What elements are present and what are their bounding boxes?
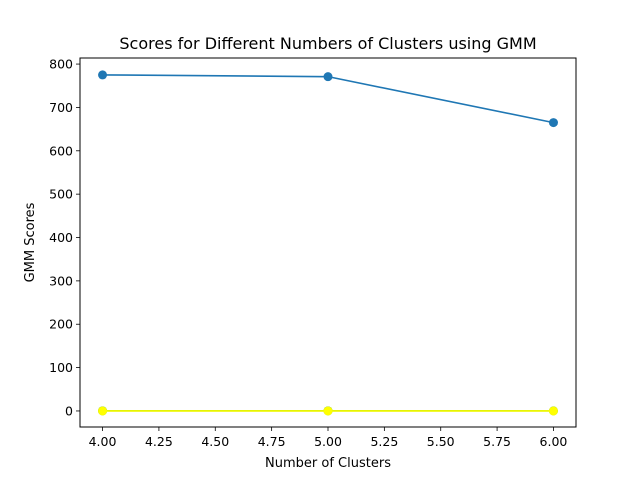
series-3-point <box>548 406 558 416</box>
y-tick-label: 400 <box>49 230 73 245</box>
chart-title: Scores for Different Numbers of Clusters… <box>119 34 536 53</box>
x-tick-label: 5.25 <box>370 434 398 449</box>
plot-frame <box>79 57 577 428</box>
x-tick-label: 4.25 <box>145 434 173 449</box>
y-tick-label: 600 <box>49 143 73 158</box>
x-tick-label: 4.00 <box>89 434 117 449</box>
series-3-point <box>98 406 108 416</box>
series-1-point <box>98 70 108 80</box>
x-ticks: 4.00 4.25 4.50 4.75 5.00 5.25 5.50 5.75 6.00 <box>89 427 568 449</box>
y-tick-label: 0 <box>65 403 73 418</box>
y-axis-label: GMM Scores <box>23 202 38 282</box>
x-axis-label: Number of Clusters <box>265 456 391 471</box>
y-ticks: 0 100 200 300 400 500 600 700 800 <box>49 57 80 418</box>
x-tick-label: 4.50 <box>201 434 229 449</box>
y-tick-label: 200 <box>49 317 73 332</box>
y-tick-label: 700 <box>49 100 73 115</box>
x-tick-label: 5.75 <box>483 434 511 449</box>
y-tick-label: 500 <box>49 187 73 202</box>
x-tick-label: 6.00 <box>540 434 568 449</box>
y-tick-label: 300 <box>49 273 73 288</box>
x-tick-label: 5.00 <box>314 434 342 449</box>
series-layer <box>98 70 558 416</box>
x-tick-label: 4.75 <box>258 434 286 449</box>
series-3-point <box>323 406 333 416</box>
series-1-point <box>548 118 558 128</box>
y-tick-label: 100 <box>49 360 73 375</box>
x-tick-label: 5.50 <box>427 434 455 449</box>
series-1-point <box>323 72 333 82</box>
plot-area <box>80 58 576 427</box>
y-tick-label: 800 <box>49 57 73 72</box>
